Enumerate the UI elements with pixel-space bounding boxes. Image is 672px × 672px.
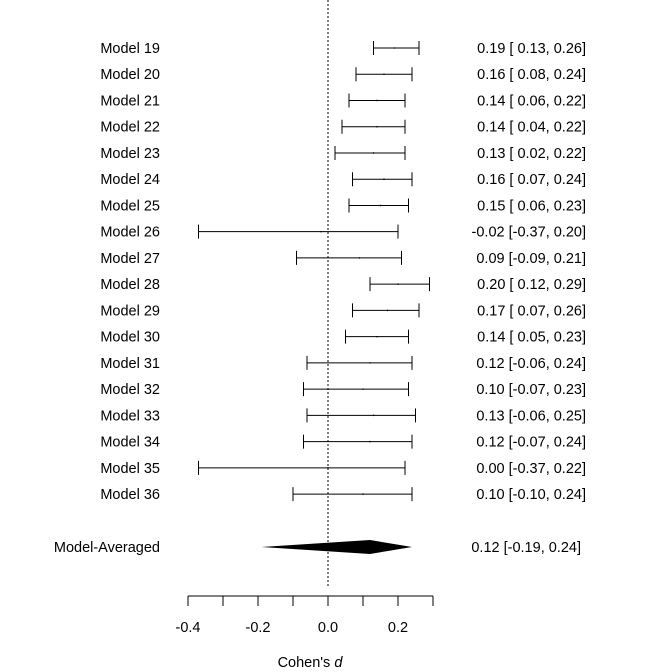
- study-label: Model 19: [100, 41, 160, 57]
- point-estimate: [383, 73, 385, 76]
- study-row: Model 34 0.12 [-0.07, 0.24]: [100, 434, 586, 451]
- point-estimate: [320, 230, 322, 233]
- tick-label: -0.4: [176, 620, 201, 636]
- estimate-text: 0.19 [ 0.13, 0.26]: [477, 41, 586, 57]
- point-estimate: [376, 125, 378, 128]
- estimate-text: 0.14 [ 0.06, 0.22]: [477, 93, 586, 109]
- estimate-text: 0.09 [-0.09, 0.21]: [476, 251, 586, 267]
- point-estimate: [362, 493, 364, 495]
- study-row: Model 31 0.12 [-0.06, 0.24]: [100, 355, 586, 372]
- tick-label: 0.0: [318, 620, 338, 636]
- study-label: Model 32: [100, 382, 160, 398]
- point-estimate: [327, 467, 329, 469]
- study-row: Model 28 0.20 [ 0.12, 0.29]: [100, 277, 586, 293]
- study-label: Model 28: [100, 277, 160, 293]
- study-row: Model 23 0.13 [ 0.02, 0.22]: [100, 145, 586, 162]
- point-estimate: [397, 283, 399, 285]
- x-axis-label-italic: d: [334, 655, 343, 671]
- summary-row: Model-Averaged 0.12 [-0.19, 0.24]: [54, 540, 581, 556]
- summary-text: 0.12 [-0.19, 0.24]: [471, 540, 581, 556]
- estimate-text: 0.14 [ 0.05, 0.23]: [477, 330, 586, 346]
- point-estimate: [358, 257, 361, 259]
- estimate-text: 0.17 [ 0.07, 0.26]: [477, 303, 586, 319]
- point-estimate: [362, 388, 364, 390]
- point-estimate: [376, 99, 378, 102]
- estimate-text: 0.14 [ 0.04, 0.22]: [477, 120, 586, 136]
- point-estimate: [386, 309, 389, 312]
- study-row: Model 20 0.16 [ 0.08, 0.24]: [100, 67, 586, 83]
- study-label: Model 34: [100, 435, 160, 451]
- x-axis-label: Cohen's d: [278, 655, 344, 671]
- point-estimate: [379, 204, 382, 207]
- point-estimate: [369, 362, 371, 364]
- point-estimate: [372, 152, 375, 154]
- point-estimate: [383, 178, 385, 180]
- study-label: Model 33: [100, 408, 160, 424]
- estimate-text: 0.13 [ 0.02, 0.22]: [477, 146, 586, 162]
- point-estimate: [372, 414, 375, 417]
- study-row: Model 32 0.10 [-0.07, 0.23]: [100, 382, 586, 398]
- tick-label: -0.2: [246, 620, 271, 636]
- study-row: Model 25 0.15 [ 0.06, 0.23]: [100, 198, 586, 214]
- study-label: Model 26: [100, 225, 160, 241]
- estimate-text: 0.20 [ 0.12, 0.29]: [477, 277, 586, 293]
- study-row: Model 27 0.09 [-0.09, 0.21]: [100, 250, 586, 267]
- estimate-text: 0.12 [-0.06, 0.24]: [476, 356, 586, 372]
- study-row: Model 22 0.14 [ 0.04, 0.22]: [100, 119, 586, 136]
- study-label: Model 20: [100, 67, 160, 83]
- tick-label: 0.2: [388, 620, 408, 636]
- estimate-text: 0.13 [-0.06, 0.25]: [476, 408, 586, 424]
- estimate-text: 0.10 [-0.10, 0.24]: [476, 487, 586, 503]
- study-label: Model 35: [100, 461, 160, 477]
- study-row: Model 29 0.17 [ 0.07, 0.26]: [100, 303, 586, 319]
- study-row: Model 21 0.14 [ 0.06, 0.22]: [100, 93, 586, 109]
- study-label: Model 25: [100, 198, 160, 214]
- estimate-text: 0.16 [ 0.08, 0.24]: [477, 67, 586, 83]
- study-row: Model 35 0.00 [-0.37, 0.22]: [100, 460, 586, 477]
- point-estimate: [369, 440, 371, 443]
- summary-label: Model-Averaged: [54, 540, 160, 556]
- point-estimate: [376, 335, 378, 338]
- study-label: Model 22: [100, 120, 160, 136]
- study-label: Model 21: [100, 93, 160, 109]
- estimate-text: 0.16 [ 0.07, 0.24]: [477, 172, 586, 188]
- study-row: Model 33 0.13 [-0.06, 0.25]: [100, 408, 586, 424]
- study-label: Model 23: [100, 146, 160, 162]
- x-axis-label-text: Cohen's: [278, 655, 335, 671]
- study-row: Model 24 0.16 [ 0.07, 0.24]: [100, 172, 586, 188]
- estimate-text: 0.15 [ 0.06, 0.23]: [477, 198, 586, 214]
- study-label: Model 29: [100, 303, 160, 319]
- study-label: Model 27: [100, 251, 160, 267]
- estimate-text: 0.10 [-0.07, 0.23]: [476, 382, 586, 398]
- estimate-text: -0.02 [-0.37, 0.20]: [472, 225, 586, 241]
- study-row: Model 30 0.14 [ 0.05, 0.23]: [100, 329, 586, 346]
- study-row: Model 26 -0.02 [-0.37, 0.20]: [100, 224, 586, 241]
- study-label: Model 30: [100, 330, 160, 346]
- x-axis: -0.4 -0.2 0.0 0.2: [176, 595, 434, 636]
- study-label: Model 24: [100, 172, 160, 188]
- study-label: Model 31: [100, 356, 160, 372]
- study-row: Model 19 0.19 [ 0.13, 0.26]: [100, 41, 586, 57]
- study-label: Model 36: [100, 487, 160, 503]
- study-row: Model 36 0.10 [-0.10, 0.24]: [100, 487, 586, 503]
- summary-diamond: [261, 540, 412, 554]
- point-estimate: [393, 47, 396, 49]
- estimate-text: 0.12 [-0.07, 0.24]: [476, 435, 586, 451]
- estimate-text: 0.00 [-0.37, 0.22]: [476, 461, 586, 477]
